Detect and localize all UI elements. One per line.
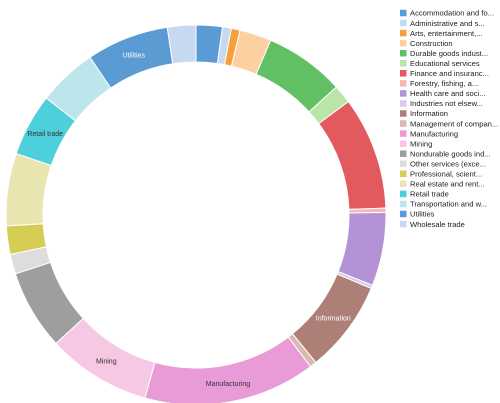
legend-label: Manufacturing xyxy=(410,129,458,138)
legend-swatch xyxy=(400,110,407,117)
legend-label: Finance and insuranc... xyxy=(410,69,489,78)
legend-item-nondurable-goods-ind[interactable]: Nondurable goods ind... xyxy=(400,149,491,158)
legend-swatch xyxy=(400,39,407,47)
legend-swatch xyxy=(400,170,407,178)
legend-swatch xyxy=(400,120,407,127)
legend-label: Professional, scient... xyxy=(410,170,482,179)
legend-item-retail-trade[interactable]: Retail trade xyxy=(400,190,449,199)
legend-swatch xyxy=(400,29,407,37)
slice-label-mining: Mining xyxy=(96,359,117,366)
legend-swatch xyxy=(400,190,407,198)
legend-item-mining[interactable]: Mining xyxy=(400,139,432,148)
legend-label: Other services (exce... xyxy=(410,159,486,168)
legend-swatch xyxy=(400,80,407,87)
legend-swatch xyxy=(400,200,407,208)
legend-label: Industries not elsew... xyxy=(410,99,483,108)
legend-item-real-estate-and-rent[interactable]: Real estate and rent... xyxy=(400,180,485,189)
legend-label: Mining xyxy=(410,139,432,148)
legend-item-professional-scient[interactable]: Professional, scient... xyxy=(400,170,482,179)
legend-swatch xyxy=(400,130,407,137)
slice-manufacturing[interactable] xyxy=(144,336,312,403)
legend-swatch xyxy=(400,100,407,107)
legend-item-transportation-and-w[interactable]: Transportation and w... xyxy=(400,200,487,209)
legend-item-industries-not-elsew[interactable]: Industries not elsew... xyxy=(400,99,483,108)
slice-real-estate-and-rent[interactable] xyxy=(5,152,52,227)
legend-label: Wholesale trade xyxy=(410,220,465,229)
legend-item-accommodation-and-fo[interactable]: Accommodation and fo... xyxy=(400,9,494,18)
legend-swatch xyxy=(400,60,407,67)
legend-swatch xyxy=(400,150,407,157)
legend-swatch xyxy=(400,160,407,167)
slice-label-retail-trade: Retail trade xyxy=(27,131,63,138)
legend-label: Utilities xyxy=(410,210,435,219)
slice-label-information: Information xyxy=(316,315,351,322)
legend-item-construction[interactable]: Construction xyxy=(400,39,453,48)
legend-item-utilities[interactable]: Utilities xyxy=(400,210,435,219)
legend-swatch xyxy=(400,9,407,17)
legend-swatch xyxy=(400,49,407,57)
legend-label: Information xyxy=(410,109,448,118)
legend-label: Durable goods indust... xyxy=(410,49,488,58)
legend-swatch xyxy=(400,210,407,218)
legend-label: Construction xyxy=(410,39,453,48)
slice-finance-and-insuranc[interactable] xyxy=(318,100,387,210)
legend-label: Real estate and rent... xyxy=(410,180,485,189)
legend-swatch xyxy=(400,140,407,147)
legend-label: Administrative and s... xyxy=(410,19,485,28)
legend-item-educational-services[interactable]: Educational services xyxy=(400,59,480,68)
legend-item-manufacturing[interactable]: Manufacturing xyxy=(400,129,458,138)
legend: Accommodation and fo...Administrative an… xyxy=(400,9,498,229)
legend-swatch xyxy=(400,90,407,97)
legend-item-management-of-compan[interactable]: Management of compan... xyxy=(400,119,498,128)
slice-label-manufacturing: Manufacturing xyxy=(206,381,250,388)
legend-swatch xyxy=(400,70,407,77)
legend-item-wholesale-trade[interactable]: Wholesale trade xyxy=(400,220,465,229)
legend-item-forestry-fishing-a[interactable]: Forestry, fishing, a... xyxy=(400,79,478,88)
donut-slices xyxy=(5,24,387,403)
legend-label: Retail trade xyxy=(410,190,449,199)
legend-swatch xyxy=(400,220,407,228)
legend-item-administrative-and-s[interactable]: Administrative and s... xyxy=(400,19,485,28)
legend-item-other-services-exce[interactable]: Other services (exce... xyxy=(400,159,486,168)
legend-item-information[interactable]: Information xyxy=(400,109,448,118)
legend-item-finance-and-insuranc[interactable]: Finance and insuranc... xyxy=(400,69,489,78)
legend-label: Accommodation and fo... xyxy=(410,9,494,18)
legend-item-arts-entertainment[interactable]: Arts, entertainment,... xyxy=(400,29,483,38)
legend-item-durable-goods-indust[interactable]: Durable goods indust... xyxy=(400,49,488,58)
legend-label: Nondurable goods ind... xyxy=(410,149,491,158)
legend-label: Arts, entertainment,... xyxy=(410,29,483,38)
legend-swatch xyxy=(400,19,407,27)
legend-label: Health care and soci... xyxy=(410,89,486,98)
legend-item-health-care-and-soci[interactable]: Health care and soci... xyxy=(400,89,486,98)
slice-label-utilities: Utilities xyxy=(122,53,145,60)
legend-label: Management of compan... xyxy=(410,119,498,128)
slice-labels: Information Manufacturing Mining Retail tra… xyxy=(27,53,351,388)
legend-label: Transportation and w... xyxy=(410,200,487,209)
legend-label: Educational services xyxy=(410,59,480,68)
slice-wholesale-trade[interactable] xyxy=(166,24,197,65)
legend-label: Forestry, fishing, a... xyxy=(410,79,478,88)
legend-swatch xyxy=(400,180,407,188)
